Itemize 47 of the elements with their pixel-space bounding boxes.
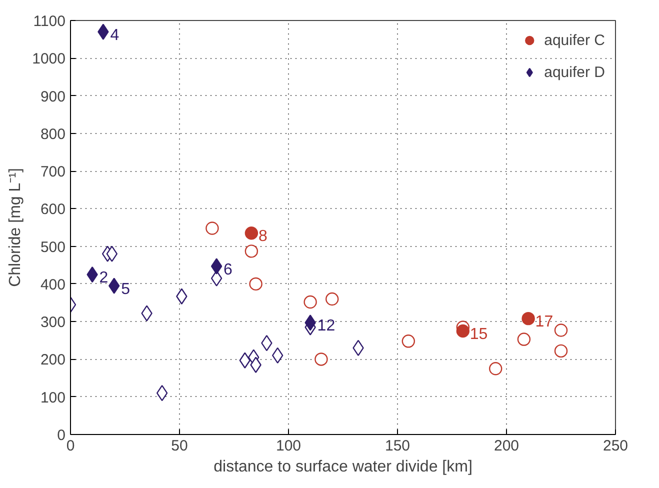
y-axis-title: Chloride [mg L⁻¹]: [7, 168, 24, 287]
y-tick-label: 500: [40, 238, 66, 256]
y-tick-label: 1000: [32, 50, 66, 68]
y-tick-label: 800: [40, 126, 66, 143]
y-tick-label: 400: [40, 276, 66, 294]
point: [249, 277, 262, 291]
point: [456, 324, 470, 338]
y-tick-label: 600: [40, 201, 66, 218]
annotation: 4: [110, 26, 120, 44]
point: [402, 334, 415, 348]
y-tick-label: 700: [40, 164, 66, 181]
legend-label: aquifer C: [544, 32, 605, 48]
annotation: 2: [99, 270, 108, 287]
point: [156, 385, 168, 402]
y-tick-label: 1100: [33, 13, 66, 30]
y-tick-label: 0: [57, 427, 66, 444]
point: [244, 244, 258, 258]
legend-label: aquifer D: [544, 64, 605, 80]
point: [244, 226, 258, 240]
annotation: 5: [121, 280, 130, 298]
point: [554, 324, 568, 337]
point: [489, 362, 502, 376]
x-tick-label: 200: [494, 438, 520, 454]
annotation: 12: [317, 318, 336, 335]
point: [326, 292, 339, 306]
annotation: 15: [470, 326, 488, 343]
annotation: 8: [258, 228, 268, 246]
point: [206, 222, 219, 235]
y-tick-label: 300: [40, 314, 66, 332]
point: [554, 344, 568, 358]
point: [314, 352, 328, 366]
x-tick-label: 150: [384, 438, 410, 454]
point: [210, 270, 222, 286]
point: [106, 246, 118, 262]
x-tick-label: 100: [276, 438, 302, 454]
point: [522, 312, 535, 326]
x-axis-title: distance to surface water divide [km]: [214, 458, 472, 476]
point: [517, 332, 531, 346]
annotation: 17: [535, 314, 554, 331]
point: [304, 295, 317, 309]
point: [210, 258, 222, 274]
x-tick-label: 50: [171, 438, 188, 454]
x-tick-label: 250: [602, 438, 628, 454]
y-tick-label: 200: [40, 352, 66, 369]
y-tick-label: 100: [40, 389, 66, 406]
y-tick-label: 900: [40, 88, 66, 106]
annotation: 6: [224, 261, 233, 278]
